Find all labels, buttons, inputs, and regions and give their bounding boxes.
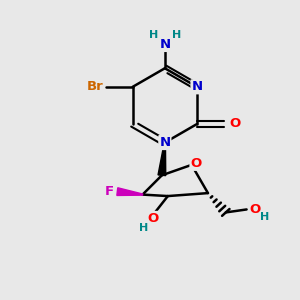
Text: H: H (140, 223, 149, 233)
Text: H: H (260, 212, 270, 222)
Text: O: O (249, 203, 260, 216)
Polygon shape (117, 188, 142, 195)
Text: F: F (104, 185, 113, 198)
Text: N: N (191, 80, 203, 93)
Text: N: N (159, 136, 170, 149)
Text: Br: Br (86, 80, 103, 93)
Text: H: H (149, 30, 158, 40)
Text: O: O (230, 118, 241, 130)
Text: H: H (172, 30, 181, 40)
Text: O: O (190, 157, 202, 170)
Text: N: N (159, 38, 170, 51)
Text: O: O (147, 212, 159, 225)
Polygon shape (158, 142, 166, 176)
